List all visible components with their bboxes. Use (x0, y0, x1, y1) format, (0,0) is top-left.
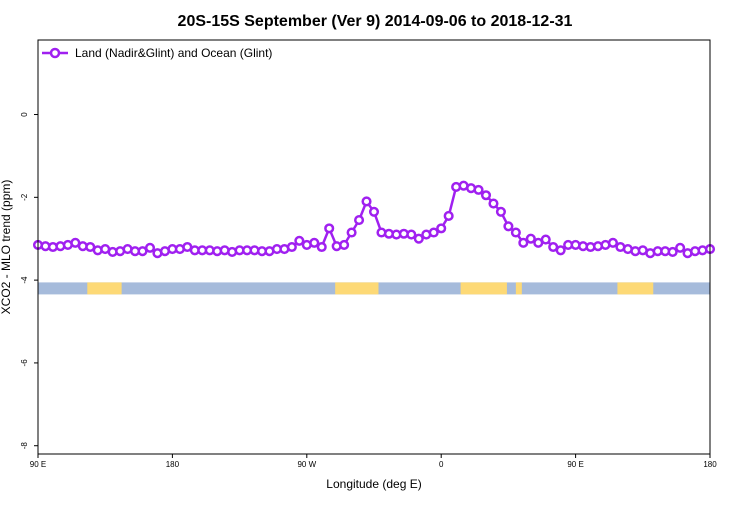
legend-marker-swatch (49, 47, 61, 59)
data-point (339, 239, 350, 250)
plot-frame (37, 39, 711, 455)
data-point (667, 246, 678, 258)
data-point (510, 227, 521, 238)
data-point (428, 227, 439, 238)
land-segment (617, 282, 654, 295)
x-tick-label: 90 E (30, 460, 46, 469)
x-tick-label: 180 (166, 460, 180, 469)
data-point (406, 229, 417, 240)
x-axis-title: Longitude (deg E) (326, 477, 421, 491)
y-axis: 0 -2 -4 -6 -8 (20, 112, 38, 450)
data-point (495, 206, 506, 217)
legend-label: Land (Nadir&Glint) and Ocean (Glint) (75, 46, 272, 60)
data-point (324, 223, 335, 234)
data-point (361, 196, 372, 207)
data-point (675, 242, 686, 253)
x-tick-label: 90 W (297, 460, 316, 469)
data-point (346, 227, 357, 238)
data-point (480, 190, 492, 201)
data-point (503, 221, 514, 232)
data-point (488, 198, 499, 209)
data-point (525, 233, 536, 244)
land-segment (335, 282, 379, 295)
data-point (354, 215, 365, 226)
data-point (368, 206, 380, 217)
data-point (473, 184, 484, 195)
data-point (413, 233, 424, 244)
chart-title: 20S-15S September (Ver 9) 2014-09-06 to … (178, 13, 573, 30)
surface-type-strip (38, 282, 710, 295)
x-tick-label: 180 (703, 460, 717, 469)
y-axis-title: XCO2 - MLO trend (ppm) (0, 180, 13, 315)
series-layer (32, 180, 716, 259)
data-point (144, 242, 156, 253)
data-point (555, 245, 566, 256)
legend: Land (Nadir&Glint) and Ocean (Glint) (42, 46, 272, 60)
y-tick-label: -4 (20, 276, 29, 284)
land-segment (515, 282, 522, 295)
y-tick-label: 0 (20, 112, 29, 117)
x-axis: 90 E 180 90 W 0 90 E 180 (30, 454, 717, 469)
data-point (607, 237, 618, 248)
y-tick-label: -8 (20, 442, 29, 450)
y-tick-label: -6 (20, 359, 29, 367)
data-point (540, 234, 551, 245)
data-point (316, 241, 327, 253)
data-point (518, 237, 529, 248)
x-tick-label: 90 E (567, 460, 583, 469)
data-point (436, 223, 447, 234)
data-point (443, 210, 454, 221)
land-segment (87, 282, 122, 295)
land-segment (460, 282, 507, 295)
data-point (286, 241, 297, 253)
data-point (309, 237, 320, 248)
data-point (294, 235, 305, 246)
y-tick-label: -2 (20, 193, 29, 201)
x-tick-label: 0 (439, 460, 444, 469)
